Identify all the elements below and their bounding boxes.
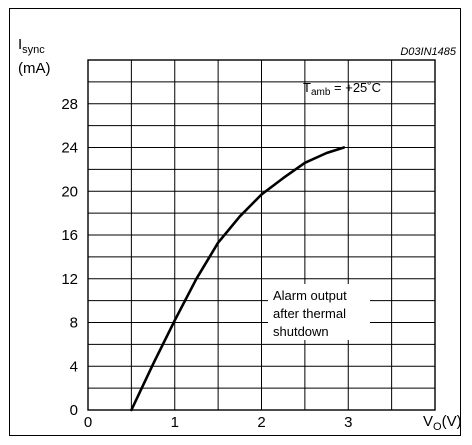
chart-frame <box>9 8 461 436</box>
series-line <box>130 146 346 412</box>
annotation-line-2: after thermal <box>273 306 346 321</box>
y-tick-label: 4 <box>70 358 78 375</box>
annotation-line-1: Alarm output <box>273 288 347 303</box>
annotation-background <box>268 284 370 340</box>
annotation-line-3: shutdown <box>273 324 329 339</box>
y-axis-label: Isync <box>18 36 45 56</box>
y-tick-label: 16 <box>61 227 78 244</box>
y-tick-label: 28 <box>61 96 78 113</box>
x-axis-label: VO(V) <box>423 413 462 433</box>
x-tick-label: 1 <box>171 414 179 431</box>
x-tick-label: 2 <box>257 414 265 431</box>
grid <box>87 59 436 411</box>
y-tick-label: 8 <box>70 315 78 332</box>
y-tick-label: 12 <box>61 271 78 288</box>
y-tick-label: 0 <box>70 402 78 419</box>
x-tick-label: 3 <box>344 414 352 431</box>
y-axis-unit: (mA) <box>18 60 51 77</box>
y-tick-label: 24 <box>61 140 78 157</box>
series-layer <box>130 146 346 412</box>
x-tick-label: 0 <box>84 414 92 431</box>
figure-code: D03IN1485 <box>400 46 457 58</box>
y-tick-label: 20 <box>61 183 78 200</box>
condition-label: Tamb = +25˚C <box>303 80 381 98</box>
